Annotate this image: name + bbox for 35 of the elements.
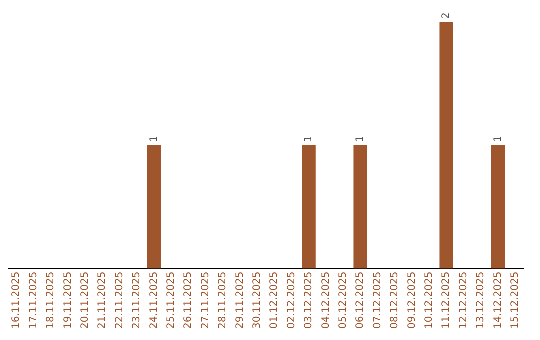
x-tick-label: 02.12.2025 xyxy=(286,272,298,330)
data-label: 1 xyxy=(492,136,504,142)
x-tick-label: 07.12.2025 xyxy=(372,272,384,330)
x-tick-label: 14.12.2025 xyxy=(492,272,504,330)
x-tick-label: 06.12.2025 xyxy=(355,272,366,330)
x-tick-label: 10.12.2025 xyxy=(424,272,435,330)
x-tick-label: 16.11.2025 xyxy=(11,272,22,330)
x-tick-label: 29.11.2025 xyxy=(234,272,246,330)
x-tick-label: 05.12.2025 xyxy=(338,272,349,330)
x-tick-label: 20.11.2025 xyxy=(80,272,91,330)
x-tick-label: 23.11.2025 xyxy=(132,272,143,330)
x-tick-label: 12.12.2025 xyxy=(458,272,470,330)
x-tick-label: 30.11.2025 xyxy=(252,272,263,330)
x-tick-label: 04.12.2025 xyxy=(320,272,332,330)
x-tick-label: 03.12.2025 xyxy=(304,272,315,330)
data-label: 1 xyxy=(355,136,366,142)
data-label: 1 xyxy=(148,136,160,142)
x-tick-label: 17.11.2025 xyxy=(28,272,40,330)
data-label: 1 xyxy=(304,136,315,142)
x-tick-label: 09.12.2025 xyxy=(406,272,418,330)
x-tick-label: 19.11.2025 xyxy=(62,272,74,330)
x-tick-label: 01.12.2025 xyxy=(269,272,280,330)
x-tick-label: 27.11.2025 xyxy=(200,272,212,330)
x-tick-label: 08.12.2025 xyxy=(390,272,401,330)
x-tick-label: 15.12.2025 xyxy=(510,272,521,330)
x-tick-label: 13.12.2025 xyxy=(476,272,487,330)
data-label: 2 xyxy=(441,12,452,19)
x-tick-label: 25.11.2025 xyxy=(166,272,177,330)
x-tick-label: 24.11.2025 xyxy=(148,272,160,330)
x-tick-label: 18.11.2025 xyxy=(46,272,57,330)
x-tick-label: 28.11.2025 xyxy=(218,272,229,330)
x-tick-label: 26.11.2025 xyxy=(183,272,194,330)
x-tick-label: 11.12.2025 xyxy=(441,272,452,330)
x-tick-label: 21.11.2025 xyxy=(97,272,108,330)
x-tick-label: 22.11.2025 xyxy=(114,272,126,330)
